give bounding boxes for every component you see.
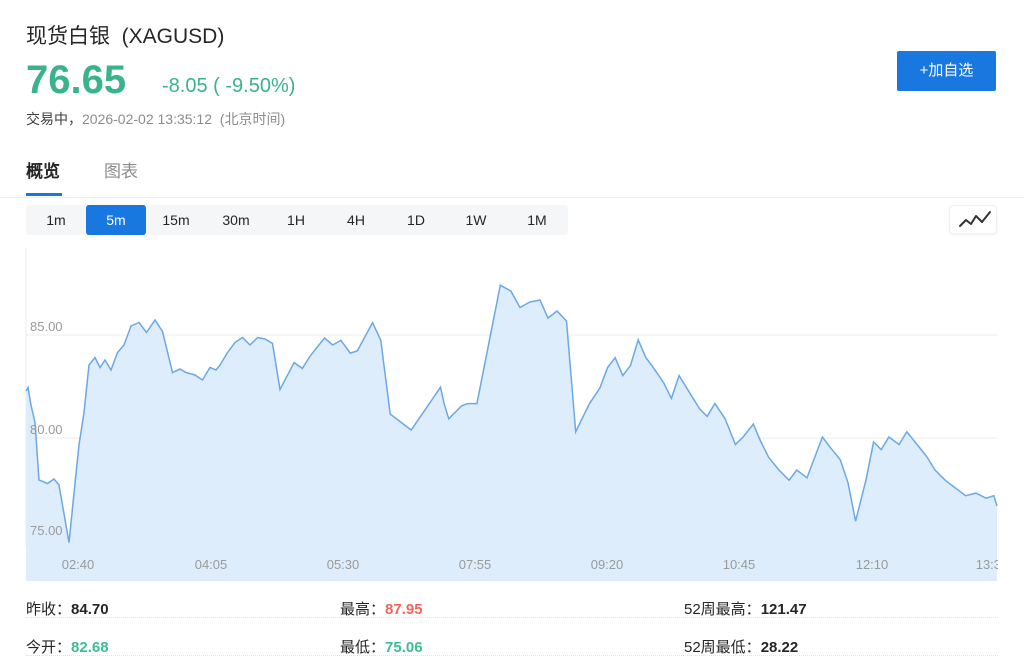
svg-text:85.00: 85.00: [30, 319, 63, 334]
svg-text:09:20: 09:20: [591, 557, 624, 572]
svg-text:75.00: 75.00: [30, 523, 63, 538]
svg-text:07:55: 07:55: [459, 557, 492, 572]
svg-text:80.00: 80.00: [30, 422, 63, 437]
svg-text:04:05: 04:05: [195, 557, 228, 572]
svg-text:02:40: 02:40: [62, 557, 95, 572]
svg-text:05:30: 05:30: [327, 557, 360, 572]
svg-text:10:45: 10:45: [723, 557, 756, 572]
svg-text:13:30: 13:30: [976, 557, 998, 572]
svg-text:12:10: 12:10: [856, 557, 889, 572]
